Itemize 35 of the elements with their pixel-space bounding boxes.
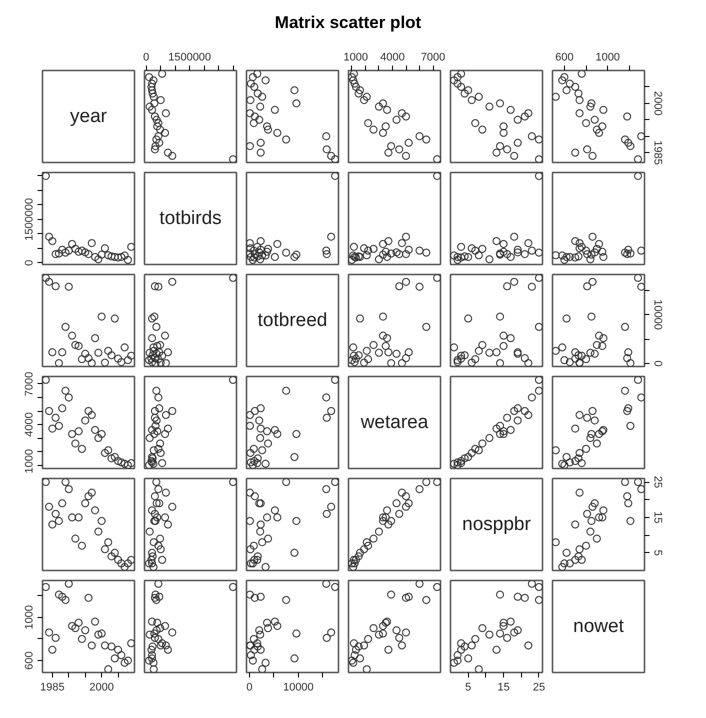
text: year [70, 106, 108, 127]
x-tick-label: 15 [497, 682, 510, 694]
y-tick-label: 1000 [24, 449, 36, 474]
x-tick-label: 2000 [89, 682, 114, 694]
x-tick-label: 1500000 [168, 52, 212, 64]
text: nosppbr [462, 514, 532, 535]
x-tick-label: 600 [555, 52, 574, 64]
y-tick-label: 25 [652, 476, 664, 488]
y-tick-label: 1000 [24, 605, 36, 630]
y-tick-label: 0 [652, 360, 664, 367]
x-tick-label: 1000 [344, 52, 368, 64]
y-tick-label: 15 [652, 511, 664, 524]
text: totbreed [258, 310, 328, 331]
y-tick-label: 7000 [24, 372, 36, 396]
x-tick-label: 25 [532, 682, 546, 694]
x-tick-label: 0 [143, 52, 150, 64]
text: totbirds [159, 208, 222, 229]
x-tick-label: 4000 [380, 52, 405, 64]
text: wetarea [360, 412, 429, 433]
x-tick-label: 1985 [40, 682, 65, 694]
text: Matrix scatter plot [274, 12, 422, 34]
y-tick-label: 10000 [652, 299, 664, 330]
x-tick-label: 0 [246, 682, 252, 694]
y-tick-label: 5 [652, 550, 664, 556]
y-tick-label: 2000 [652, 91, 664, 116]
y-tick-label: 4000 [24, 412, 36, 437]
y-tick-label: 600 [24, 651, 36, 670]
x-tick-label: 7000 [420, 52, 446, 64]
y-tick-label: 1500000 [24, 198, 36, 241]
x-tick-label: 10000 [283, 682, 314, 694]
y-tick-label: 0 [24, 260, 36, 266]
text: nowet [573, 616, 625, 637]
x-tick-label: 1000 [595, 52, 620, 64]
x-tick-label: 5 [465, 682, 472, 694]
y-tick-label: 1985 [652, 140, 664, 165]
